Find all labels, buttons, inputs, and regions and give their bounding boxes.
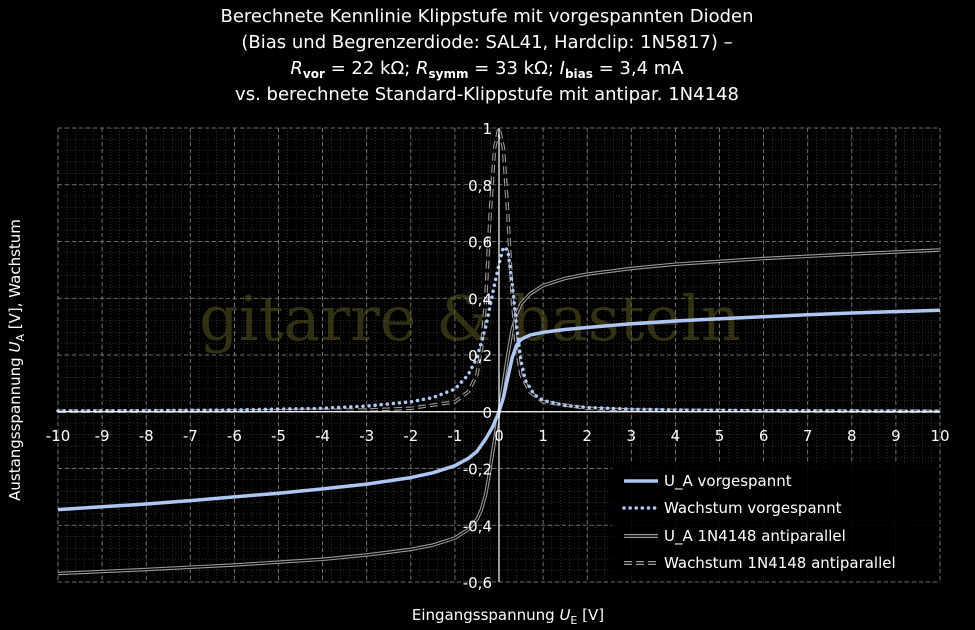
x-tick-label: -8 (139, 427, 154, 445)
series-wachstum-vorgespannt-line (56, 244, 942, 413)
legend-label-u-a-vorgespannt: U_A vorgespannt (664, 472, 792, 491)
title-line-1: Berechnete Kennlinie Klippstufe mit vorg… (220, 6, 753, 27)
x-tick-label: 5 (715, 427, 725, 445)
x-tick-label: -4 (315, 427, 330, 445)
x-tick-label: -5 (271, 427, 286, 445)
series-u-a-vorgespannt-line (57, 308, 941, 512)
x-tick-label: -9 (95, 427, 110, 445)
x-tick-label: -3 (359, 427, 374, 445)
x-axis-title-subscript: E (570, 614, 577, 627)
y-tick-label: 1 (482, 120, 492, 138)
x-tick-label: 0 (494, 427, 504, 445)
y-axis-title-subscript: A (14, 334, 27, 342)
title-i-bias-value: = 3,4 mA (593, 58, 684, 79)
x-tick-label: -2 (403, 427, 418, 445)
legend-item-u-a-vorgespannt: U_A vorgespannt (624, 472, 792, 491)
title-r-symm-subscript: symm (429, 67, 469, 81)
title-i-bias-symbol: I (560, 58, 565, 79)
x-tick-label: -10 (46, 427, 71, 445)
legend-label-u-a-1n4148: U_A 1N4148 antiparallel (664, 527, 846, 546)
chart-title: Berechnete Kennlinie Klippstufe mit vorg… (220, 6, 753, 105)
y-tick-label: 0 (482, 404, 492, 422)
legend-label-wachstum-vorgespannt: Wachstum vorgespannt (664, 499, 842, 517)
title-r-vor-value: = 22 kΩ; (325, 58, 416, 79)
series-u-a-vorgespannt (57, 308, 941, 512)
title-r-symm-value: = 33 kΩ; (469, 58, 560, 79)
x-tick-label: 3 (627, 427, 637, 445)
x-axis-title: Eingangsspannung UE [V] (412, 606, 604, 627)
title-line-4: vs. berechnete Standard-Klippstufe mit a… (235, 84, 739, 105)
legend-item-wachstum-vorgespannt: Wachstum vorgespannt (622, 499, 842, 517)
x-tick-label: 6 (759, 427, 769, 445)
y-axis-title-symbol: U (6, 342, 24, 353)
legend-item-u-a-1n4148: U_A 1N4148 antiparallel (624, 527, 846, 546)
series-layer (56, 127, 942, 576)
x-tick-label: 1 (538, 427, 548, 445)
x-tick-label: 9 (891, 427, 901, 445)
x-tick-label: 10 (930, 427, 949, 445)
x-axis-title-text: Eingangsspannung (412, 606, 560, 624)
y-axis-title-unit: [V], Wachstum (6, 219, 24, 334)
x-tick-label: 2 (582, 427, 592, 445)
x-tick-label: 8 (847, 427, 857, 445)
y-tick-label: 0,8 (468, 177, 492, 195)
title-r-symm-symbol: R (416, 58, 429, 79)
title-line-2: (Bias und Begrenzerdiode: SAL41, Hardcli… (241, 32, 732, 53)
title-i-bias-subscript: bias (565, 67, 593, 81)
legend: U_A vorgespannt Wachstum vorgespannt U_A… (612, 462, 937, 580)
x-axis-title-symbol: U (559, 606, 570, 624)
x-tick-label: -6 (227, 427, 242, 445)
x-tick-label: -1 (447, 427, 462, 445)
y-tick-label: -0,6 (463, 574, 492, 592)
y-axis-title-text: Austangsspannung (6, 353, 24, 501)
y-tick-label: -0,2 (463, 461, 492, 479)
series-wachstum-vorgespannt (56, 244, 942, 413)
title-line-3: Rvor = 22 kΩ; Rsymm = 33 kΩ; Ibias = 3,4… (290, 58, 684, 81)
x-tick-label: -7 (183, 427, 198, 445)
x-tick-label: 4 (671, 427, 681, 445)
title-r-vor-subscript: vor (303, 67, 325, 81)
y-tick-label: 0,2 (468, 347, 492, 365)
watermark-text: gitarre & basteln (199, 282, 741, 355)
title-r-vor-symbol: R (290, 58, 303, 79)
y-tick-label: -0,4 (463, 517, 492, 535)
axes (58, 128, 940, 582)
legend-label-wachstum-1n4148: Wachstum 1N4148 antiparallel (664, 554, 896, 572)
legend-box (612, 462, 937, 580)
tick-labels: -10 -9 -8 -7 -6 -5 -4 -3 -2 -1 0 1 2 3 4 5 6 7 8 9 10-0,6-0,… (46, 120, 950, 592)
y-tick-label: 0,6 (468, 234, 492, 252)
y-axis-title: Austangsspannung UA [V], Wachstum (6, 219, 27, 501)
x-tick-label: 7 (803, 427, 813, 445)
y-tick-label: 0,4 (468, 290, 492, 308)
legend-item-wachstum-1n4148: Wachstum 1N4148 antiparallel (624, 554, 896, 572)
x-axis-title-unit: [V] (577, 606, 604, 624)
